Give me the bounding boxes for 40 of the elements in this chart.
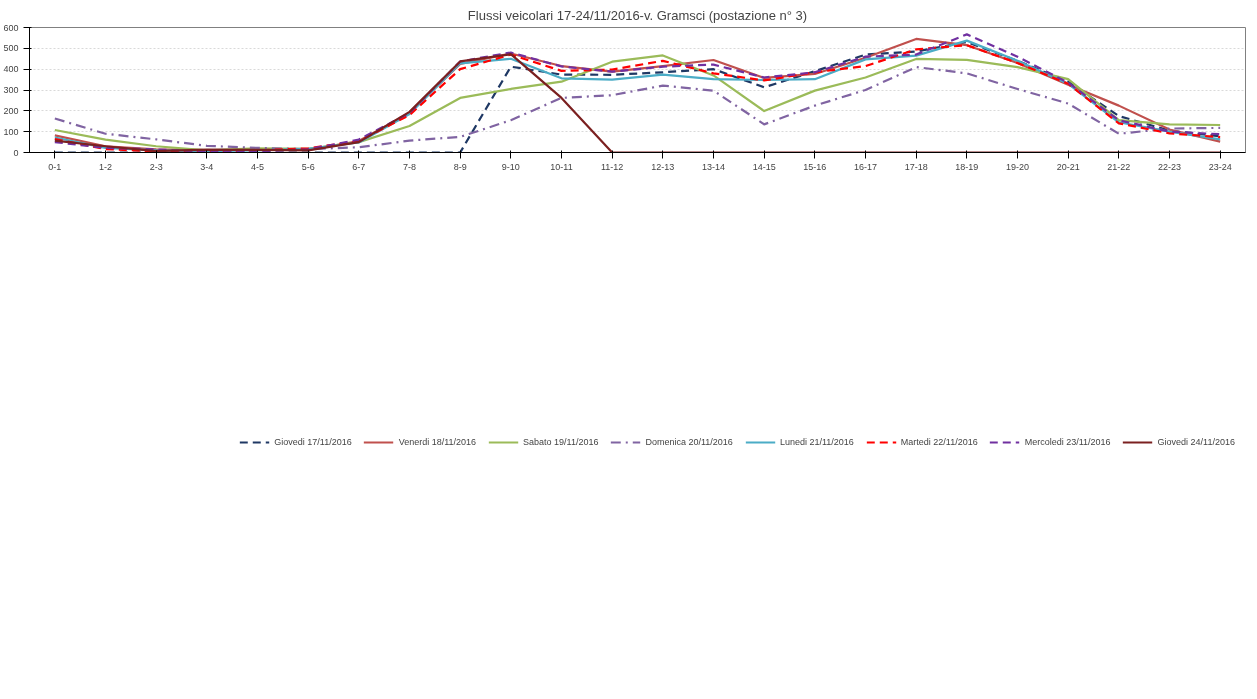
x-tick-label: 6-7	[352, 161, 366, 172]
y-tick-label: 600	[3, 22, 19, 33]
x-tick-label: 18-19	[955, 161, 979, 172]
legend-label: Mercoledi 23/11/2016	[1024, 437, 1111, 447]
x-tick-label: 0-1	[48, 161, 62, 172]
x-tick-label: 4-5	[251, 161, 265, 172]
x-tick-label: 23-24	[1208, 161, 1232, 172]
x-tick-label: 16-17	[853, 161, 878, 172]
y-tick-label: 400	[3, 64, 19, 75]
y-tick-label: 0	[13, 147, 19, 158]
y-tick-label: 200	[3, 105, 19, 116]
x-tick-label: 11-12	[600, 161, 624, 172]
x-tick-label: 12-13	[651, 161, 675, 172]
x-tick-label: 7-8	[403, 161, 417, 172]
x-tick-label: 2-3	[149, 161, 163, 172]
x-tick-label: 3-4	[200, 161, 214, 172]
x-tick-label: 17-18	[904, 161, 928, 172]
x-tick-label: 14-15	[752, 161, 776, 172]
x-tick-label: 20-21	[1056, 161, 1080, 172]
legend-label: Venerdi 18/11/2016	[398, 437, 477, 447]
legend-label: Giovedi 17/11/2016	[274, 437, 352, 447]
x-tick-label: 9-10	[501, 161, 520, 172]
legend-label: Giovedi 24/11/2016	[1157, 437, 1235, 447]
legend-label: Lunedi 21/11/2016	[779, 437, 854, 447]
x-tick-label: 5-6	[301, 161, 315, 172]
chart-title: Flussi veicolari 17-24/11/2016-v. Gramsci (postazione n° 3)	[467, 7, 808, 23]
legend-label: Sabato 19/11/2016	[523, 437, 599, 447]
x-tick-label: 19-20	[1005, 161, 1030, 172]
legend-label: Domenica 20/11/2016	[645, 437, 733, 447]
x-tick-label: 15-16	[803, 161, 827, 172]
x-tick-label: 8-9	[453, 161, 467, 172]
x-tick-label: 21-22	[1107, 161, 1131, 172]
x-tick-label: 22-23	[1157, 161, 1182, 172]
x-tick-label: 13-14	[701, 161, 726, 172]
y-tick-label: 100	[3, 126, 19, 137]
y-tick-label: 500	[3, 43, 19, 54]
x-tick-label: 1-2	[99, 161, 113, 172]
legend-label: Martedi 22/11/2016	[900, 437, 978, 447]
x-tick-label: 10-11	[550, 161, 573, 172]
y-tick-label: 300	[3, 85, 19, 95]
